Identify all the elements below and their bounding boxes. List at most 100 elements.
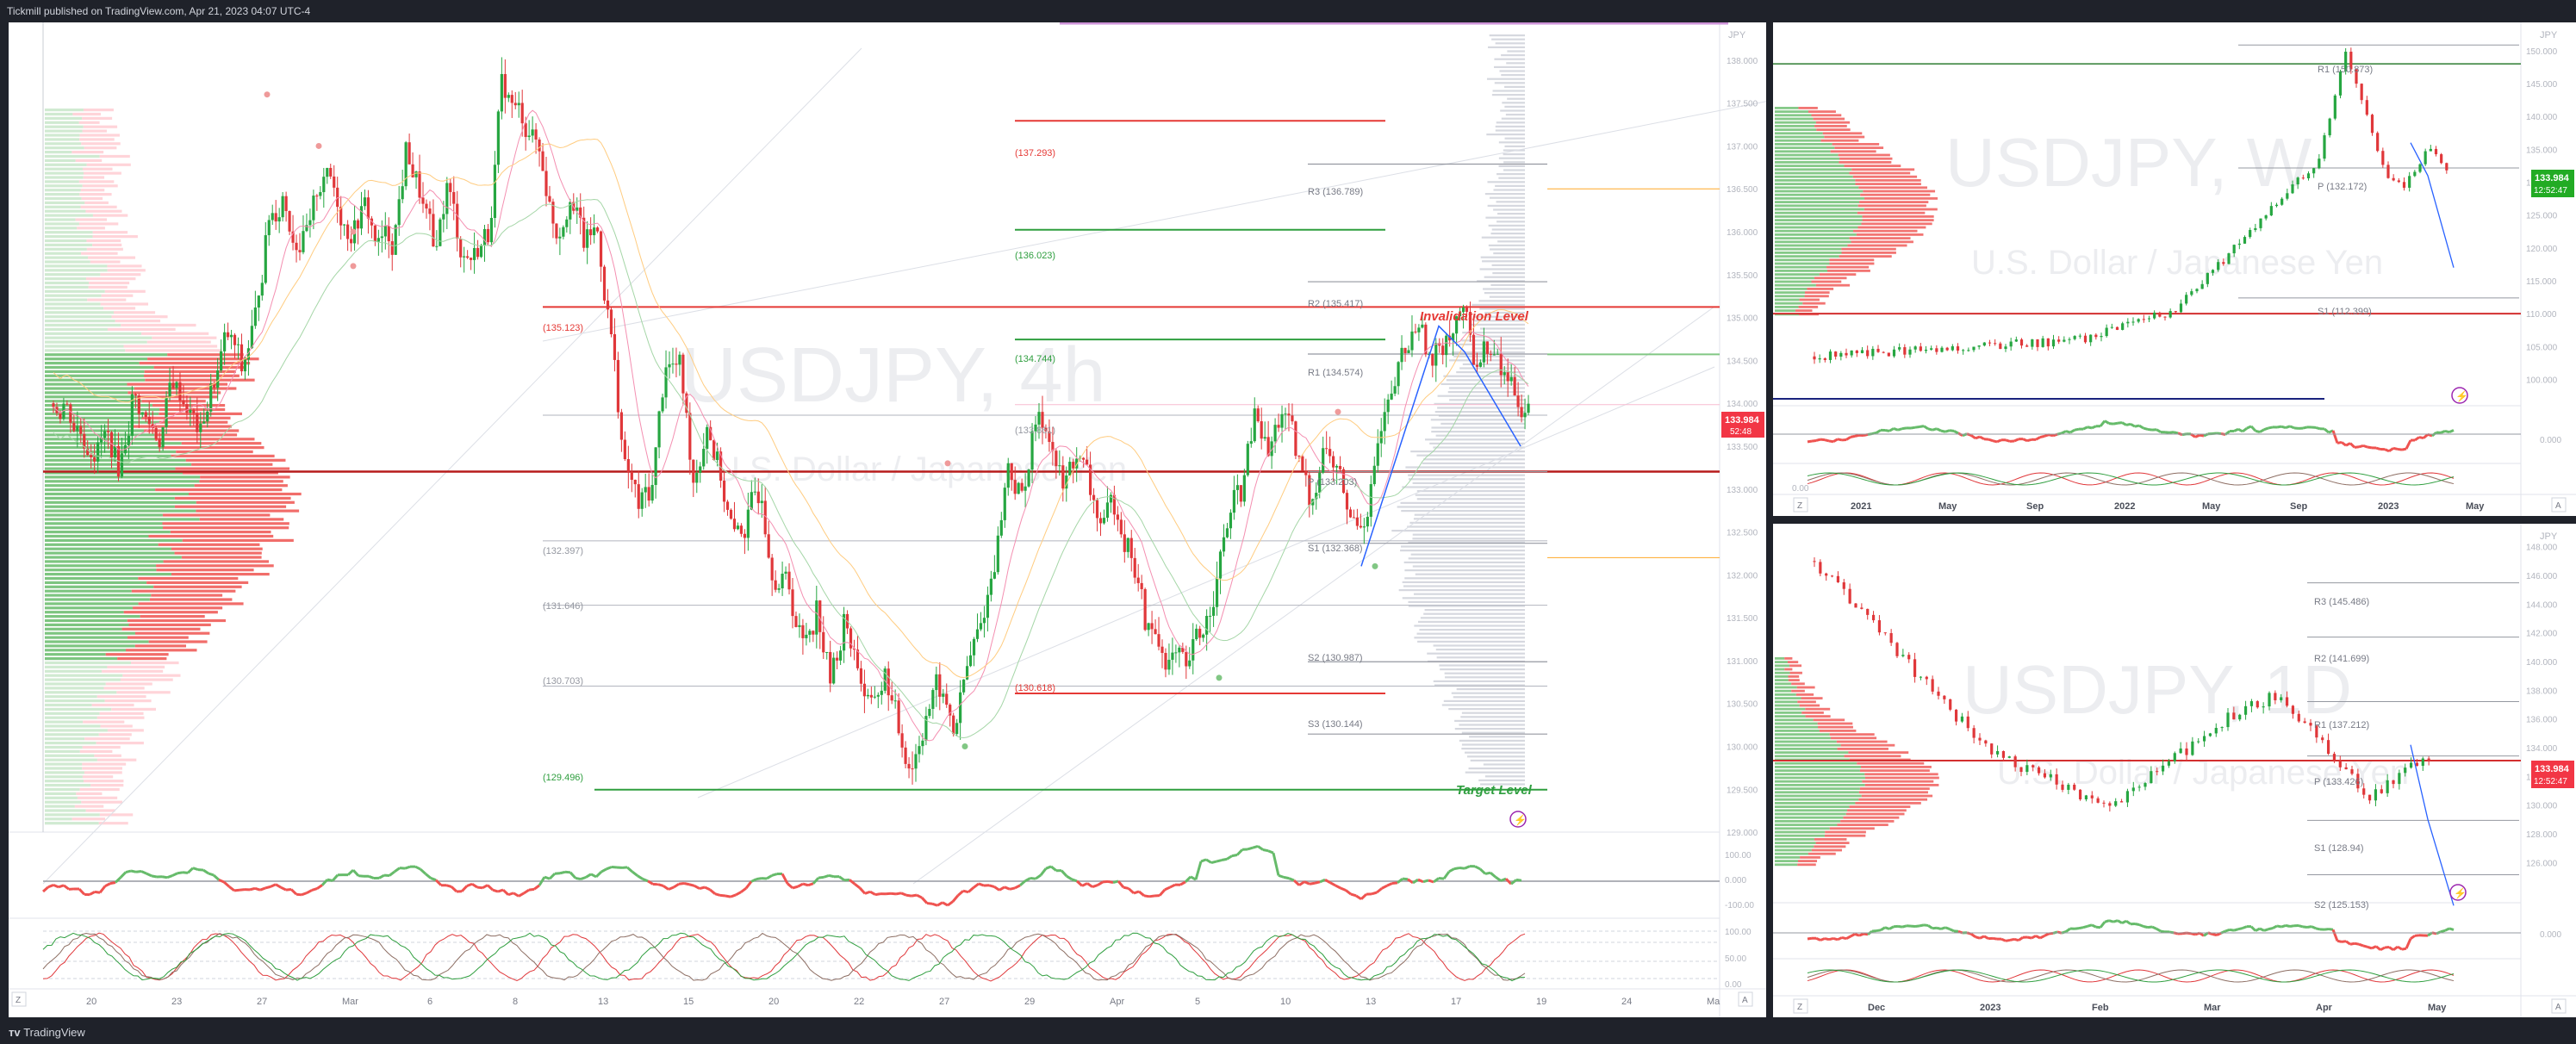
candle-body	[1160, 646, 1164, 653]
candle-body	[1126, 538, 1129, 552]
candle-body	[1133, 557, 1136, 578]
auto-scale-button-daily[interactable]	[2551, 998, 2567, 1014]
candle-body	[1181, 647, 1185, 652]
oscillator-panel-4h	[42, 844, 1720, 907]
profile-bar-buy	[45, 780, 84, 783]
profile-bar-sell	[127, 636, 189, 639]
candle-body	[2202, 736, 2206, 742]
profile-bar-sell	[171, 547, 263, 550]
osc-segment	[1992, 439, 1998, 444]
candle-body	[2421, 758, 2424, 767]
candle-body	[2214, 728, 2218, 734]
profile-bar-right	[1397, 506, 1525, 508]
candle-body	[548, 196, 551, 202]
profile-bar-buy	[45, 767, 83, 770]
profile-bar-buy	[45, 754, 95, 757]
osc-segment	[2375, 446, 2381, 451]
candle-body	[1112, 494, 1116, 515]
osc-segment-4h	[311, 887, 318, 892]
candle-body	[832, 657, 836, 684]
stoch-line-4h	[42, 932, 1526, 981]
profile-bar-right	[1497, 240, 1525, 243]
osc-segment	[2448, 429, 2455, 434]
candle-body	[1013, 480, 1017, 494]
profile-bar-sell	[1839, 157, 1893, 160]
candle-body	[938, 674, 942, 697]
osc-segment-4h	[1474, 865, 1481, 871]
profile-bar-buy	[45, 365, 154, 370]
lightning-icon-weekly[interactable]	[2451, 387, 2468, 404]
osc-segment-4h	[228, 886, 235, 892]
candle-body	[887, 668, 890, 696]
profile-bar-sell	[182, 538, 294, 542]
chart-pane-4h[interactable]: USDJPY, 4h U.S. Dollar / Japanese Yen In…	[9, 22, 1766, 1017]
auto-scale-button-weekly[interactable]	[2551, 497, 2567, 513]
profile-bar-sell	[121, 323, 196, 327]
osc-segment	[1897, 924, 1903, 929]
candle-body	[1503, 372, 1506, 376]
candle-body	[2108, 803, 2112, 806]
profile-bar-buy	[1775, 226, 1858, 229]
lightning-icon[interactable]	[1509, 811, 1527, 828]
osc-segment-4h	[331, 873, 339, 882]
profile-bar-right	[1444, 672, 1525, 674]
profile-bar-buy	[45, 496, 175, 500]
candle-body	[2125, 791, 2130, 803]
profile-bar-buy	[45, 623, 129, 626]
profile-bar-right	[1504, 137, 1525, 140]
osc-segment	[2156, 428, 2162, 433]
osc-segment-4h	[771, 873, 778, 877]
profile-bar-sell	[176, 450, 253, 454]
profile-bar-buy	[45, 543, 159, 546]
chart-pane-daily[interactable]: USDJPY, 1D U.S. Dollar / Japanese Yen 12…	[1773, 524, 2576, 1017]
osc-segment	[2367, 445, 2373, 450]
profile-bar-right	[1447, 391, 1525, 394]
candle-body	[76, 426, 79, 432]
signal-dot	[350, 263, 357, 270]
profile-bar-buy	[1775, 244, 1848, 247]
osc-segment	[1949, 429, 1955, 432]
candle-body	[1235, 485, 1239, 490]
profile-bar-sell	[1797, 863, 1816, 867]
chart-weekly-svg[interactable]: USDJPY, W U.S. Dollar / Japanese Yen 100…	[1773, 22, 2576, 516]
candle-body	[1966, 716, 1969, 729]
candle-body	[1866, 608, 1870, 615]
candle-body	[2286, 193, 2289, 199]
osc-segment	[1815, 438, 1821, 442]
zoom-reset-button-weekly[interactable]	[1793, 497, 1808, 513]
osc-segment	[2272, 924, 2278, 929]
osc-segment	[1850, 434, 1856, 438]
osc-segment-4h	[1417, 878, 1424, 884]
osc-segment	[2380, 946, 2386, 951]
candle-body	[1393, 386, 1397, 394]
price-tick: 134.000	[2526, 744, 2558, 754]
candle-body	[151, 424, 154, 429]
candle-body	[1369, 484, 1372, 517]
lightning-icon-daily[interactable]	[2449, 884, 2467, 901]
profile-bar-right	[1491, 228, 1525, 231]
zoom-reset-button-4h[interactable]	[11, 991, 27, 1007]
chart-daily-svg[interactable]: USDJPY, 1D U.S. Dollar / Japanese Yen 12…	[1773, 524, 2576, 1017]
profile-bar-sell	[79, 749, 113, 753]
time-tick-4h: 27	[257, 997, 267, 1007]
profile-bar-buy	[45, 395, 138, 399]
candle-body	[767, 534, 770, 558]
chart-4h-svg[interactable]: USDJPY, 4h U.S. Dollar / Japanese Yen In…	[9, 22, 1766, 1017]
auto-scale-button-4h[interactable]	[1738, 991, 1753, 1007]
zoom-reset-button-daily[interactable]	[1793, 998, 1808, 1014]
profile-bar-buy	[45, 227, 78, 230]
osc-segment	[1863, 932, 1869, 936]
osc-segment-4h	[688, 883, 695, 887]
profile-bar-buy	[45, 163, 87, 166]
profile-bar-right	[1486, 134, 1525, 136]
chart-pane-weekly[interactable]: USDJPY, W U.S. Dollar / Japanese Yen 100…	[1773, 22, 2576, 516]
candle-body	[999, 519, 1003, 536]
profile-bar-buy	[1775, 291, 1805, 294]
time-tick: Dec	[1868, 1003, 1885, 1013]
profile-bar-right	[1504, 145, 1525, 147]
profile-bar-sell	[167, 353, 244, 357]
osc-segment-4h	[947, 900, 954, 907]
profile-bar-sell	[99, 154, 130, 158]
candle-body	[199, 423, 202, 432]
candle-body	[517, 103, 520, 106]
